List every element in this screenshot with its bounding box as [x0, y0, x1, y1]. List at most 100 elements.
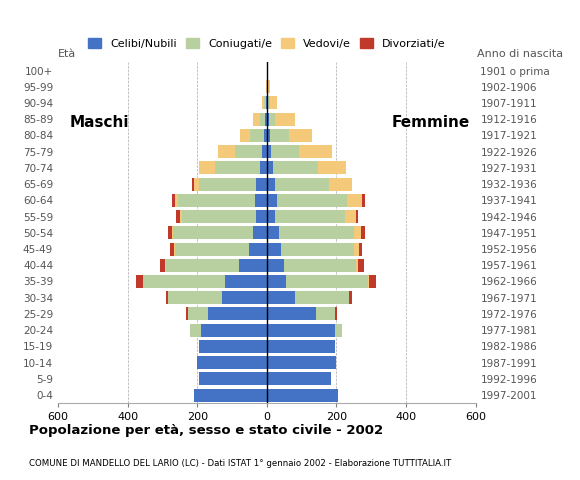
Bar	[136, 275, 143, 288]
Bar	[199, 340, 267, 353]
Bar	[276, 178, 329, 191]
Bar	[358, 259, 364, 272]
Bar	[180, 210, 182, 223]
Bar	[267, 356, 336, 369]
Bar	[249, 242, 267, 255]
Bar	[175, 194, 178, 207]
Bar	[329, 178, 352, 191]
Bar	[267, 389, 338, 402]
Bar	[182, 210, 256, 223]
Bar	[194, 389, 267, 402]
Bar	[255, 194, 267, 207]
Bar	[168, 291, 222, 304]
Bar	[273, 161, 318, 174]
Bar	[316, 308, 335, 321]
Text: Anno di nascita: Anno di nascita	[477, 49, 563, 59]
Bar	[281, 242, 354, 255]
Bar	[192, 178, 194, 191]
Bar	[239, 259, 267, 272]
Bar	[166, 259, 239, 272]
Bar	[201, 324, 267, 336]
Bar	[267, 80, 270, 93]
Bar	[256, 210, 267, 223]
Bar	[194, 178, 199, 191]
Bar	[356, 259, 358, 272]
Bar	[172, 226, 173, 240]
Bar	[199, 178, 256, 191]
Bar	[240, 129, 250, 142]
Bar	[286, 275, 368, 288]
Bar	[208, 308, 267, 321]
Bar	[295, 291, 349, 304]
Text: Femmine: Femmine	[392, 115, 469, 130]
Bar	[267, 275, 286, 288]
Bar	[368, 275, 369, 288]
Bar	[253, 226, 267, 240]
Bar	[197, 356, 267, 369]
Bar	[264, 129, 267, 142]
Bar	[318, 161, 346, 174]
Bar	[262, 96, 264, 109]
Bar	[143, 275, 225, 288]
Bar	[166, 291, 168, 304]
Bar	[299, 145, 332, 158]
Bar	[276, 210, 345, 223]
Bar	[284, 259, 356, 272]
Bar	[168, 226, 172, 240]
Bar	[267, 210, 276, 223]
Bar	[361, 226, 365, 240]
Bar	[173, 226, 253, 240]
Bar	[267, 308, 316, 321]
Bar	[253, 113, 260, 126]
Bar	[215, 161, 260, 174]
Bar	[267, 113, 269, 126]
Bar	[186, 308, 188, 321]
Bar	[190, 324, 201, 336]
Bar	[345, 210, 356, 223]
Bar	[256, 178, 267, 191]
Bar	[218, 145, 235, 158]
Bar	[260, 113, 266, 126]
Bar	[175, 242, 249, 255]
Bar	[267, 194, 277, 207]
Bar	[362, 194, 365, 207]
Bar	[199, 372, 267, 385]
Bar	[178, 194, 255, 207]
Text: Maschi: Maschi	[70, 115, 129, 130]
Bar	[250, 129, 264, 142]
Bar	[269, 113, 276, 126]
Bar	[335, 324, 342, 336]
Bar	[369, 275, 376, 288]
Bar	[335, 308, 337, 321]
Bar	[260, 161, 267, 174]
Bar	[172, 194, 175, 207]
Bar	[235, 145, 262, 158]
Text: COMUNE DI MANDELLO DEL LARIO (LC) - Dati ISTAT 1° gennaio 2002 - Elaborazione TU: COMUNE DI MANDELLO DEL LARIO (LC) - Dati…	[29, 458, 451, 468]
Bar	[170, 242, 174, 255]
Bar	[267, 226, 279, 240]
Bar	[270, 96, 277, 109]
Bar	[279, 226, 354, 240]
Bar	[358, 242, 362, 255]
Bar	[270, 129, 289, 142]
Bar	[356, 210, 358, 223]
Bar	[160, 259, 165, 272]
Bar	[266, 80, 267, 93]
Bar	[267, 372, 331, 385]
Bar	[225, 275, 267, 288]
Bar	[174, 242, 175, 255]
Bar	[354, 226, 361, 240]
Bar	[268, 96, 270, 109]
Bar	[277, 194, 347, 207]
Bar	[267, 129, 270, 142]
Bar	[347, 194, 362, 207]
Bar	[165, 259, 166, 272]
Bar	[188, 308, 208, 321]
Text: Età: Età	[58, 49, 76, 59]
Bar	[267, 324, 335, 336]
Bar	[349, 291, 352, 304]
Bar	[267, 340, 335, 353]
Bar	[267, 259, 284, 272]
Bar	[262, 145, 267, 158]
Bar	[267, 291, 295, 304]
